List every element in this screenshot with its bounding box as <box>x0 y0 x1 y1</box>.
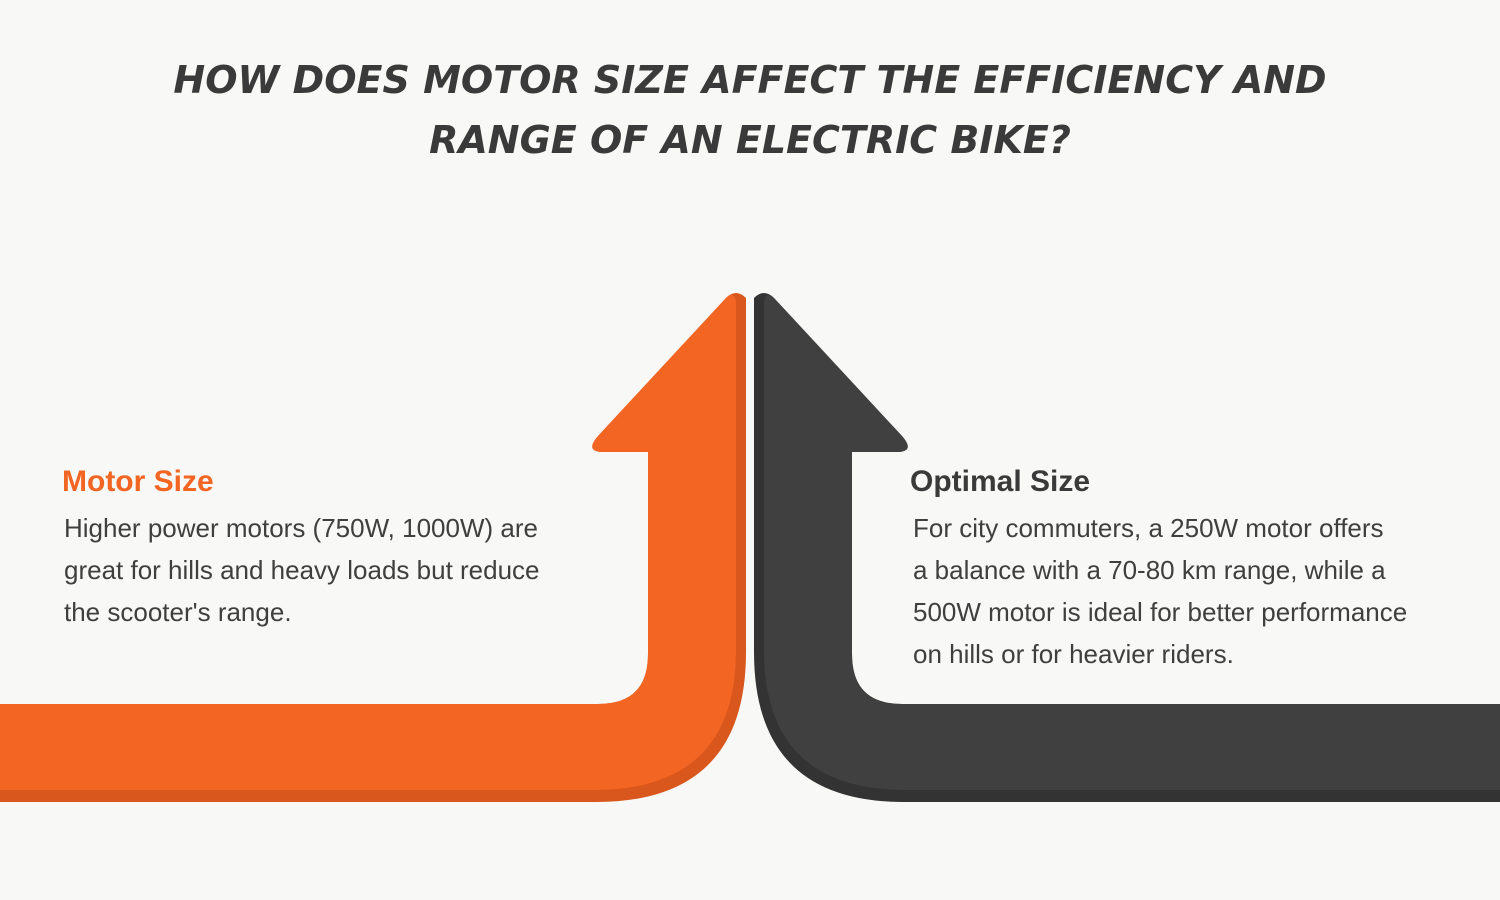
dark-arrow <box>764 294 1500 790</box>
optimal-size-line-2: a balance with a 70-80 km range, while a <box>913 555 1386 585</box>
page-title: HOW DOES MOTOR SIZE AFFECT THE EFFICIENC… <box>0 50 1500 170</box>
title-line-1: HOW DOES MOTOR SIZE AFFECT THE EFFICIENC… <box>173 58 1327 102</box>
motor-size-line-3: the scooter's range. <box>64 597 292 627</box>
orange-arrow <box>0 294 736 790</box>
motor-size-line-1: Higher power motors (750W, 1000W) are <box>64 513 538 543</box>
title-line-2: RANGE OF AN ELECTRIC BIKE? <box>429 118 1071 162</box>
optimal-size-line-3: 500W motor is ideal for better performan… <box>913 597 1408 627</box>
motor-size-line-2: great for hills and heavy loads but redu… <box>64 555 540 585</box>
motor-size-description: Higher power motors (750W, 1000W) are gr… <box>64 507 604 633</box>
motor-size-heading: Motor Size <box>62 465 214 498</box>
optimal-size-line-4: on hills or for heavier riders. <box>913 639 1234 669</box>
optimal-size-description: For city commuters, a 250W motor offers … <box>913 507 1473 675</box>
optimal-size-line-1: For city commuters, a 250W motor offers <box>913 513 1384 543</box>
optimal-size-heading: Optimal Size <box>910 465 1091 498</box>
